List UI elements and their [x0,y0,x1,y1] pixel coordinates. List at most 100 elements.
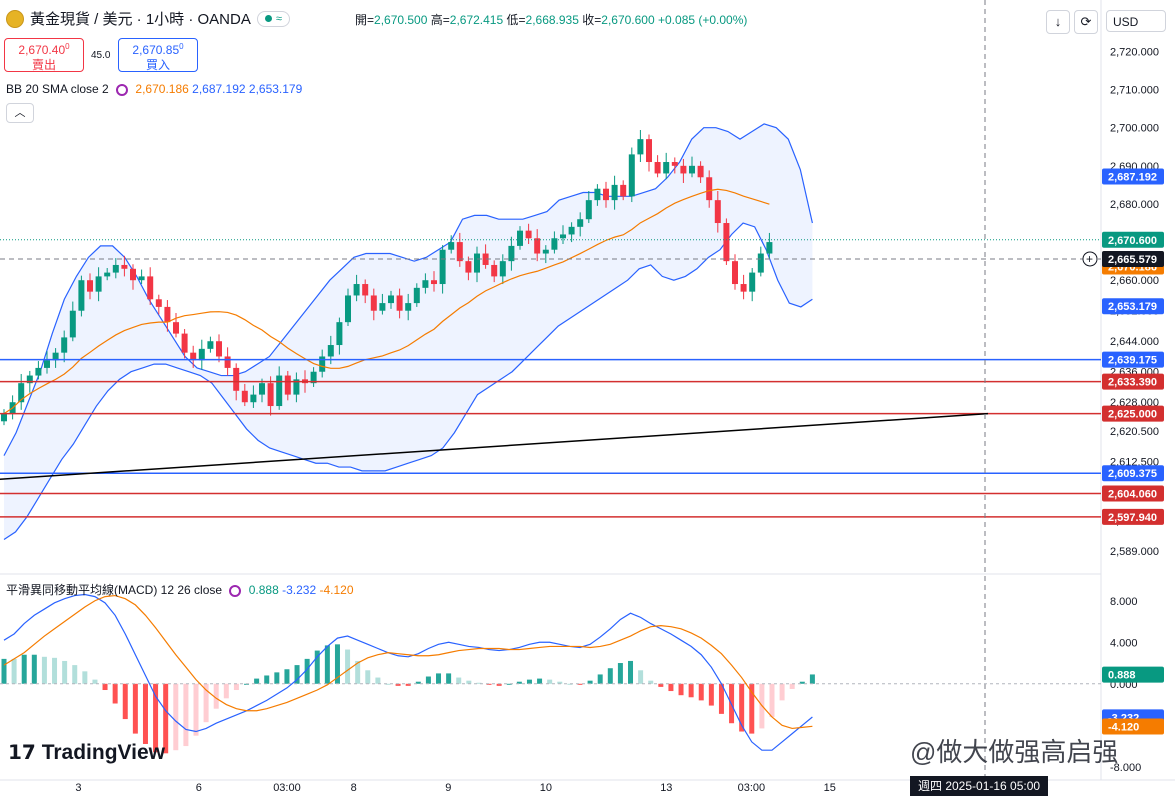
macd-hist-bar [537,678,543,684]
price-tick-label: 2,620.500 [1110,426,1159,438]
price-tick-label: 2,644.000 [1110,336,1159,348]
macd-hist-bar [526,679,532,684]
macd-hist-bar [516,681,522,684]
candle-body [173,322,179,334]
macd-tick-label: -8.000 [1110,762,1141,774]
spread-value: 45.0 [91,50,111,61]
macd-hist-bar [375,677,381,684]
tradingview-logo[interactable]: 𝟭𝟳 TradingView [8,740,165,765]
macd-label[interactable]: 平滑異同移動平均線(MACD) [6,583,158,597]
macd-hist-bar [213,683,219,709]
candle-body [491,264,498,277]
candle-body [577,219,584,227]
candle-body [198,348,205,361]
sell-button[interactable]: 2,670.400 賣出 [4,38,84,72]
macd-params: 12 26 close [160,583,223,597]
macd-legend[interactable]: 平滑異同移動平均線(MACD) 12 26 close 0.888 -3.232… [6,581,354,598]
level-tag: 2,639.175 [1108,355,1157,367]
macd-hist-bar [415,681,421,684]
macd-hist-bar [395,683,401,686]
macd-hist-bar [304,658,310,684]
cursor-price-tag: 2,665.579 [1108,254,1157,266]
macd-hist-bar [203,683,209,723]
candle-body [646,139,652,163]
price-tick-label: 2,720.000 [1110,46,1159,58]
candle-body [396,295,403,311]
price-tick-label: 2,710.000 [1110,85,1159,97]
refresh-icon: ⟳ [1080,14,1092,29]
candle-body [542,249,549,254]
bb-legend[interactable]: BB 20 SMA close 2 2,670.186 2,687.192 2,… [6,82,302,96]
macd-hist-bar [153,683,159,753]
close-value: 2,670.600 [601,13,655,27]
macd-hist-value: 0.888 [248,583,279,597]
macd-signal-line [3,594,813,730]
symbol-title[interactable]: 黃金現貨 / 美元 · 1小時 · OANDA [30,11,251,28]
macd-hist-bar [193,683,199,736]
macd-hist-bar [698,683,704,701]
time-tick-label: 13 [660,782,672,794]
candle-body [611,184,618,201]
candle-body [104,272,111,277]
candle-body [44,360,50,368]
market-status-pill[interactable]: ≈ [256,10,290,27]
candle-body [250,394,257,403]
buy-label: 買入 [145,58,170,72]
bb-settings-icon[interactable] [116,84,129,96]
candle-body [603,188,609,201]
candle-body [61,337,68,353]
macd-hist-bar [688,683,694,698]
buy-button[interactable]: 2,670.850 買入 [118,38,198,72]
macd-hist-bar [628,660,634,684]
low-label: 低= [506,13,526,27]
candle-body [474,253,480,273]
collapse-legend-button[interactable]: ︿ [6,103,34,123]
candle-body [689,165,695,174]
candle-body [482,253,489,265]
candle-body [654,162,661,174]
candle-body [534,238,541,254]
candle-body [327,345,334,357]
candle-body [353,284,360,296]
candle-body [267,383,274,407]
download-button[interactable]: ↓ [1046,10,1070,34]
macd-hist-bar [476,682,482,684]
currency-select[interactable]: USD [1106,10,1166,32]
bb-lower-tag: 2,653.179 [1108,301,1157,313]
macd-signal-value: -4.120 [319,583,354,597]
macd-hist-bar [607,668,613,684]
refresh-button[interactable]: ⟳ [1074,10,1098,34]
candle-body [35,367,42,376]
candle-body [319,356,326,372]
macd-hist-bar [547,679,553,684]
candle-body [18,383,25,403]
macd-hist-bar [739,683,745,732]
candle-body [456,242,463,262]
candle-body [121,264,128,269]
macd-hist-bar [718,683,724,714]
candle-body [499,261,506,277]
candle-body [95,276,102,292]
macd-hist-bar [749,683,755,734]
macd-hist-bar [21,654,27,684]
candle-body [293,379,300,395]
candle-body [1,413,7,422]
symbol-header[interactable]: 黃金現貨 / 美元 · 1小時 · OANDA ≈ [6,8,290,29]
candle-body [766,242,773,254]
bb-label[interactable]: BB 20 SMA close 2 [6,82,109,96]
macd-hist-bar [678,683,684,696]
candle-body [697,165,704,178]
macd-settings-icon[interactable] [229,585,242,597]
macd-hist-bar [425,676,431,684]
level-tag-bg [1102,508,1164,525]
candle-body [628,154,635,197]
level-tag-bg [1102,405,1164,422]
tv-logo-icon: 𝟭𝟳 [8,742,36,764]
candle-body [276,375,283,407]
level-tag: 2,633.390 [1108,377,1157,389]
candle-body [362,284,369,296]
macd-hist-bar [769,683,775,717]
candle-body [379,303,386,311]
chevron-up-icon: ︿ [14,107,26,119]
